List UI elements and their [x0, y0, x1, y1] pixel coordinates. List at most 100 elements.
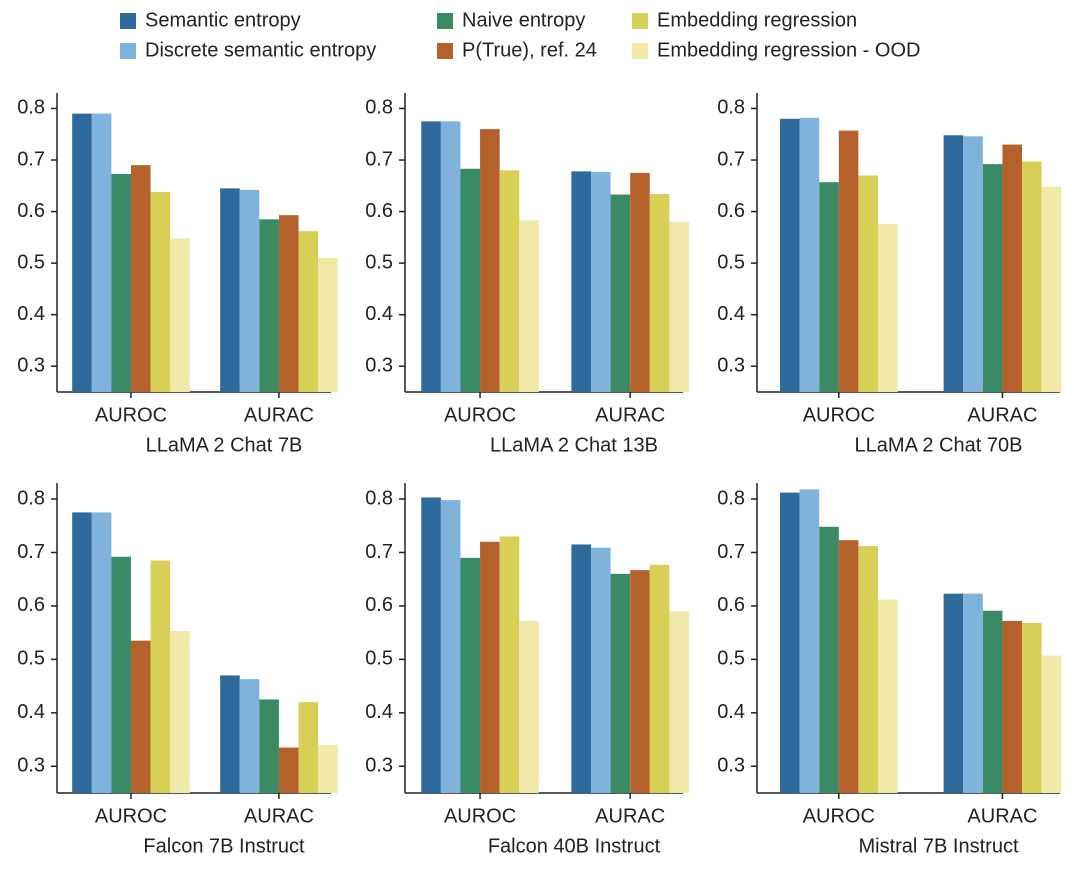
bar: [421, 497, 441, 793]
bar: [982, 610, 1003, 793]
y-tick-label: 0.8: [17, 97, 45, 119]
bar: [571, 544, 591, 793]
bar: [298, 702, 319, 793]
x-tick-label: AUROC: [803, 404, 875, 426]
x-tick-label: AUROC: [95, 404, 167, 426]
bar: [630, 570, 650, 793]
bar: [278, 215, 299, 392]
y-tick-label: 0.6: [365, 594, 393, 616]
bar: [1041, 186, 1062, 392]
y-tick-label: 0.5: [365, 648, 393, 670]
y-tick-label: 0.4: [17, 701, 45, 723]
legend-swatch: [120, 13, 136, 29]
y-tick-label: 0.3: [17, 355, 45, 377]
bar: [649, 564, 670, 793]
bar: [669, 221, 689, 392]
bar: [150, 191, 171, 392]
x-tick-label: AURAC: [244, 805, 314, 827]
y-tick-label: 0.6: [365, 200, 393, 222]
bar: [878, 599, 898, 793]
x-tick-label: AUROC: [95, 805, 167, 827]
y-tick-label: 0.4: [365, 303, 393, 325]
bar: [838, 130, 859, 392]
bar: [460, 557, 481, 793]
bar: [590, 547, 611, 793]
x-tick-label: AUROC: [444, 805, 516, 827]
y-tick-label: 0.3: [365, 755, 393, 777]
bar: [943, 593, 964, 793]
bar: [220, 188, 240, 392]
y-tick-label: 0.5: [17, 251, 45, 273]
y-tick-label: 0.3: [365, 355, 393, 377]
bar: [799, 489, 820, 793]
bar: [480, 129, 500, 392]
bar: [111, 173, 131, 392]
y-tick-label: 0.7: [717, 541, 745, 563]
bar: [440, 500, 461, 793]
x-axis-label: Falcon 7B Instruct: [143, 835, 305, 857]
legend-swatch: [437, 43, 453, 59]
bar: [878, 223, 898, 392]
x-tick-label: AURAC: [244, 404, 314, 426]
bar: [519, 220, 539, 392]
y-tick-label: 0.8: [717, 487, 745, 509]
x-tick-label: AURAC: [967, 404, 1037, 426]
x-tick-label: AUROC: [444, 404, 516, 426]
bar: [259, 699, 279, 793]
y-tick-label: 0.3: [717, 755, 745, 777]
bar: [440, 121, 461, 392]
bar: [130, 640, 151, 793]
bar: [649, 194, 670, 392]
bar: [519, 620, 539, 793]
bar: [91, 113, 112, 392]
y-tick-label: 0.7: [17, 541, 45, 563]
x-tick-label: AUROC: [803, 805, 875, 827]
bar: [1022, 161, 1042, 392]
x-tick-label: AURAC: [967, 805, 1037, 827]
y-tick-label: 0.6: [717, 594, 745, 616]
y-tick-label: 0.5: [717, 648, 745, 670]
bar: [111, 556, 131, 793]
bar: [571, 171, 591, 392]
y-tick-label: 0.8: [365, 487, 393, 509]
bar: [1002, 144, 1023, 392]
y-tick-label: 0.8: [717, 97, 745, 119]
bar: [259, 219, 279, 392]
y-tick-label: 0.4: [17, 303, 45, 325]
bar: [239, 189, 260, 392]
bar: [1041, 655, 1062, 793]
y-tick-label: 0.4: [717, 303, 745, 325]
bar: [91, 512, 112, 793]
bar: [819, 182, 839, 392]
x-tick-label: AURAC: [595, 404, 665, 426]
y-tick-label: 0.5: [717, 251, 745, 273]
y-tick-label: 0.7: [365, 541, 393, 563]
legend-label: Naive entropy: [462, 9, 585, 31]
bar: [630, 172, 650, 392]
x-axis-label: LLaMA 2 Chat 13B: [490, 434, 658, 456]
y-tick-label: 0.3: [717, 355, 745, 377]
y-tick-label: 0.6: [17, 594, 45, 616]
bar: [239, 679, 260, 793]
bar: [799, 117, 820, 393]
y-tick-label: 0.7: [365, 148, 393, 170]
bar: [170, 238, 190, 392]
legend-label: Embedding regression - OOD: [657, 39, 920, 61]
y-tick-label: 0.6: [17, 200, 45, 222]
bar: [220, 675, 240, 793]
legend-swatch: [437, 13, 453, 29]
bar: [72, 113, 92, 392]
bar: [780, 492, 800, 793]
bar: [421, 121, 441, 392]
bar: [963, 136, 983, 392]
y-tick-label: 0.4: [365, 701, 393, 723]
bar: [72, 512, 92, 793]
y-tick-label: 0.8: [17, 487, 45, 509]
legend-swatch: [632, 13, 648, 29]
bar: [610, 194, 631, 392]
bar: [610, 573, 631, 793]
x-axis-label: LLaMA 2 Chat 70B: [855, 434, 1023, 456]
bar: [858, 175, 879, 392]
bar: [130, 165, 151, 392]
y-tick-label: 0.5: [17, 648, 45, 670]
